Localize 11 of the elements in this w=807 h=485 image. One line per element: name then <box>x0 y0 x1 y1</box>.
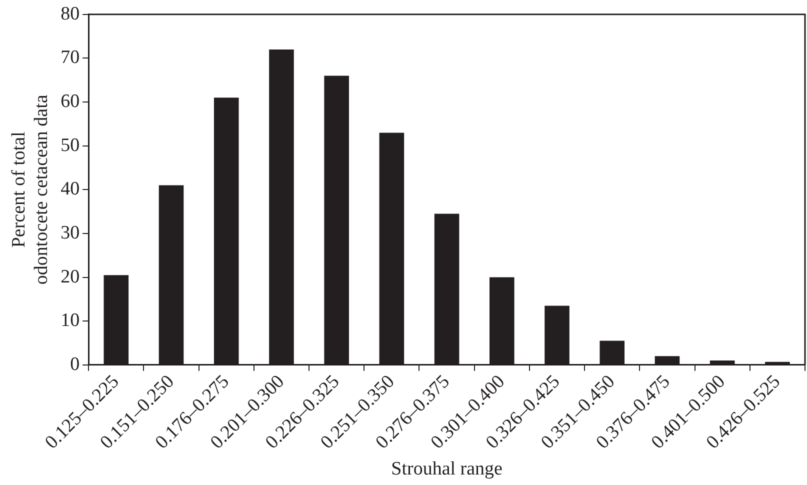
y-tick-label: 70 <box>60 47 80 68</box>
y-tick-label: 50 <box>60 134 80 156</box>
x-axis-title: Strouhal range <box>391 458 502 480</box>
y-tick-label: 0 <box>70 354 80 375</box>
y-tick-label: 10 <box>60 310 80 332</box>
y-axis-title: Percent of total odontocete cetacean data <box>8 94 52 285</box>
y-tick-label: 30 <box>60 222 80 244</box>
y-tick-label: 20 <box>60 266 80 288</box>
y-tick-label: 40 <box>60 178 80 200</box>
y-tick-label: 60 <box>60 91 80 112</box>
y-tick-label: 80 <box>60 3 80 24</box>
